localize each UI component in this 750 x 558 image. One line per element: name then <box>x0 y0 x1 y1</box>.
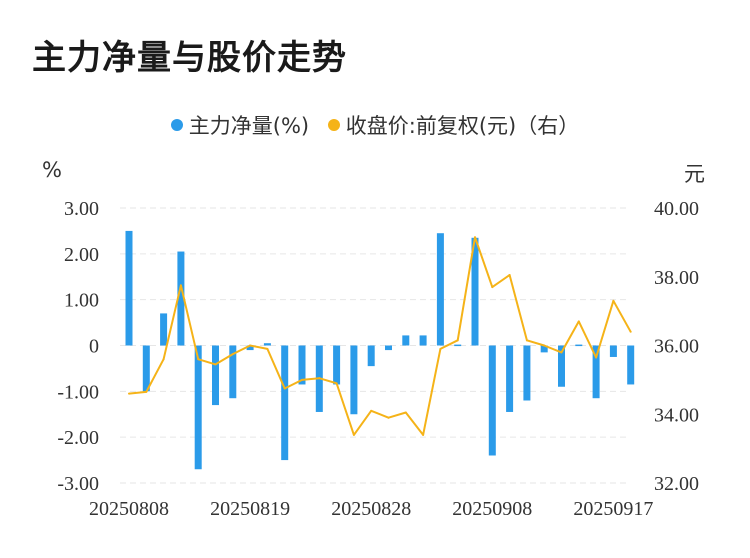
bar <box>506 345 514 412</box>
close-price-point <box>179 284 182 287</box>
left-tick-label: -2.00 <box>57 427 99 449</box>
left-tick-label: -1.00 <box>57 381 99 403</box>
bar <box>627 345 635 385</box>
bar <box>419 335 427 346</box>
close-price-point <box>595 356 598 359</box>
close-price-point <box>404 411 407 414</box>
left-axis-unit: % <box>42 158 62 182</box>
x-tick-label: 20250917 <box>573 498 653 520</box>
close-price-point <box>439 347 442 350</box>
close-price-point <box>128 392 130 395</box>
close-price-point <box>525 339 528 342</box>
bar <box>402 335 410 346</box>
bar <box>125 230 133 346</box>
bar <box>558 345 565 387</box>
legend-label-close-price: 收盘价:前复权(元)（右） <box>345 114 580 138</box>
close-price-line <box>128 236 632 436</box>
bar <box>575 344 583 347</box>
right-axis-unit: 元 <box>684 162 705 186</box>
close-price-point <box>318 377 321 380</box>
legend-bar-marker-icon <box>170 119 183 131</box>
close-price-point <box>266 347 269 350</box>
bar <box>471 237 479 346</box>
close-price-point <box>283 387 286 390</box>
close-price-point <box>249 344 252 347</box>
close-price-point <box>543 344 546 347</box>
close-price-point <box>335 382 338 385</box>
right-tick-label: 34.00 <box>654 404 699 426</box>
bar <box>367 345 375 367</box>
bar <box>246 345 254 351</box>
close-price-point <box>145 390 148 393</box>
right-tick-label: 32.00 <box>654 473 699 495</box>
close-price-point <box>197 358 200 361</box>
bar <box>142 345 150 392</box>
legend-label-main-net: 主力净量(%) <box>188 114 310 138</box>
bar <box>160 313 168 346</box>
bar <box>229 345 237 399</box>
close-price-point <box>474 236 476 239</box>
bar <box>540 345 548 353</box>
x-tick-label: 20250828 <box>331 498 411 520</box>
right-tick-label: 40.00 <box>654 198 699 220</box>
close-price-point <box>301 378 303 381</box>
x-tick-label: 20250808 <box>89 498 169 520</box>
legend-item-main-net[interactable]: 主力净量(%) <box>170 110 310 140</box>
bar <box>592 345 600 399</box>
bar <box>385 345 392 351</box>
bar <box>350 345 358 415</box>
legend: 主力净量(%) 收盘价:前复权(元)（右） <box>0 110 750 140</box>
close-price-point <box>577 320 580 323</box>
close-price-point <box>491 286 494 289</box>
bar <box>436 233 444 346</box>
bar <box>454 344 462 347</box>
left-tick-label: 3.00 <box>64 198 99 220</box>
close-price-point <box>508 274 511 277</box>
bar <box>333 345 341 385</box>
left-tick-label: -3.00 <box>57 473 99 495</box>
close-price-point <box>422 433 425 436</box>
left-tick-label: 0 <box>89 336 99 358</box>
bar <box>194 345 202 470</box>
right-tick-label: 38.00 <box>654 267 699 289</box>
close-price-point <box>352 433 355 436</box>
x-tick-label: 20250908 <box>452 498 532 520</box>
close-price-point <box>214 363 217 366</box>
left-tick-label: 2.00 <box>64 244 99 266</box>
close-price-point <box>629 330 632 333</box>
close-price-point <box>560 351 563 354</box>
bar <box>488 345 496 456</box>
bar <box>281 345 289 461</box>
bar <box>212 345 219 406</box>
bar <box>177 251 185 346</box>
x-tick-label: 20250819 <box>210 498 290 520</box>
close-price-point <box>162 358 165 361</box>
bar <box>523 345 531 401</box>
close-price-point <box>387 416 390 419</box>
close-price-point <box>612 299 615 302</box>
bar <box>609 345 617 357</box>
bar <box>298 345 306 385</box>
right-tick-label: 36.00 <box>654 336 699 358</box>
bar <box>263 343 271 346</box>
left-tick-label: 1.00 <box>64 290 99 312</box>
legend-item-close-price[interactable]: 收盘价:前复权(元)（右） <box>327 110 580 140</box>
chart-title: 主力净量与股价走势 <box>32 38 347 78</box>
legend-line-marker-icon <box>327 119 340 131</box>
close-price-point <box>231 353 234 356</box>
close-price-point <box>370 409 373 412</box>
close-price-point <box>456 339 459 342</box>
